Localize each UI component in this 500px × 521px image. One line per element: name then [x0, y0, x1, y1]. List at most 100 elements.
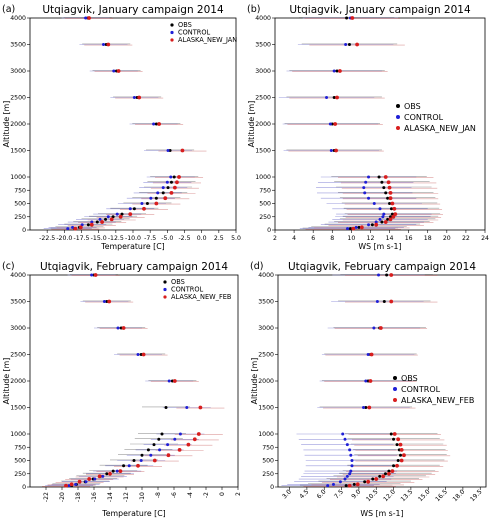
data-point — [367, 196, 371, 200]
x-tick-label: -15.0 — [91, 235, 107, 242]
data-point — [388, 202, 392, 205]
data-point — [332, 69, 336, 73]
y-tick-label: 0 — [267, 227, 271, 234]
data-point — [363, 480, 367, 484]
data-point — [152, 122, 156, 126]
x-axis-label: Temperature [C] — [101, 509, 165, 518]
x-tick-label: -6 — [171, 492, 178, 498]
data-point — [111, 215, 115, 219]
data-point — [120, 212, 124, 216]
y-tick-label: 0 — [270, 484, 274, 491]
data-point — [87, 16, 91, 20]
y-tick-label: 3000 — [255, 68, 271, 75]
x-tick-label: -12 — [123, 492, 130, 502]
data-point — [154, 196, 158, 200]
data-point — [350, 16, 355, 20]
data-point — [335, 95, 339, 100]
data-point — [386, 196, 390, 200]
data-point — [175, 180, 179, 185]
data-point — [363, 191, 367, 195]
x-tick-label: -2.5 — [178, 235, 190, 242]
x-tick-label: 7.5 — [333, 488, 345, 500]
data-point — [364, 406, 368, 409]
data-point — [145, 202, 149, 205]
data-point — [348, 472, 352, 476]
data-point — [149, 196, 153, 200]
legend-marker — [163, 287, 167, 292]
legend-label: CONTROL — [178, 29, 211, 37]
data-point — [350, 459, 354, 462]
x-tick-label: 14 — [386, 235, 394, 242]
data-point — [121, 326, 126, 330]
y-tick-label: 4000 — [255, 15, 271, 22]
data-point — [348, 227, 352, 231]
x-tick-label: 10.5 — [365, 488, 380, 503]
y-tick-label: 750 — [14, 187, 26, 194]
data-point — [389, 299, 394, 304]
data-point — [69, 482, 74, 487]
y-tick-label: 1500 — [255, 148, 271, 155]
data-point — [366, 479, 371, 484]
y-tick-label: 3000 — [258, 325, 274, 332]
legend-label: CONTROL — [404, 113, 444, 122]
data-point — [100, 220, 104, 224]
data-point — [399, 448, 404, 452]
data-point — [331, 482, 335, 486]
data-point — [165, 180, 169, 184]
data-point — [359, 225, 364, 230]
data-point — [93, 477, 97, 481]
data-point — [132, 459, 136, 462]
data-point — [396, 459, 400, 462]
data-point — [98, 217, 102, 221]
data-point — [371, 477, 375, 481]
data-point — [97, 474, 102, 479]
data-point — [169, 191, 174, 195]
data-point — [106, 215, 110, 219]
panel-label: (d) — [250, 261, 263, 272]
data-point — [101, 474, 105, 478]
y-tick-label: 750 — [259, 187, 271, 194]
x-tick-label: -12.5 — [108, 235, 124, 242]
x-tick-label: -10.0 — [125, 235, 141, 242]
data-point — [387, 185, 392, 190]
panel-label: (b) — [247, 4, 260, 15]
data-point — [166, 186, 170, 190]
data-point — [334, 148, 338, 153]
data-point — [343, 437, 347, 441]
data-point — [362, 186, 366, 190]
legend-marker — [170, 38, 174, 42]
y-tick-label: 250 — [262, 471, 274, 478]
x-tick-label: -18 — [75, 492, 82, 502]
x-tick-label: 6.0 — [316, 488, 328, 500]
data-point — [386, 217, 390, 221]
data-point — [128, 207, 132, 211]
chart-title: Utqiagvik, February campaign 2014 — [40, 261, 228, 273]
x-tick-label: 6 — [311, 235, 315, 242]
y-tick-label: 2500 — [255, 95, 271, 102]
data-point — [132, 207, 136, 211]
legend-label: OBS — [401, 374, 418, 383]
x-tick-label: 15.0 — [417, 488, 432, 503]
data-point — [115, 469, 119, 473]
data-point — [137, 95, 142, 100]
data-point — [355, 42, 359, 47]
data-point — [388, 217, 393, 222]
data-point — [377, 175, 381, 179]
y-tick-label: 3500 — [255, 42, 271, 49]
data-point — [390, 201, 395, 206]
x-tick-label: 2.5 — [214, 235, 224, 242]
x-tick-label: 12.0 — [382, 488, 397, 503]
y-axis-label: Altitude [m] — [2, 358, 11, 405]
data-point — [172, 379, 177, 383]
data-point — [152, 458, 157, 463]
data-point — [355, 482, 360, 487]
data-point — [348, 448, 352, 452]
x-tick-label: -16 — [91, 492, 98, 502]
y-tick-label: 2000 — [258, 378, 274, 385]
y-tick-label: 1000 — [258, 431, 274, 438]
data-point — [73, 226, 78, 231]
data-point — [166, 149, 170, 152]
legend-marker — [393, 387, 397, 391]
data-point — [383, 175, 388, 179]
